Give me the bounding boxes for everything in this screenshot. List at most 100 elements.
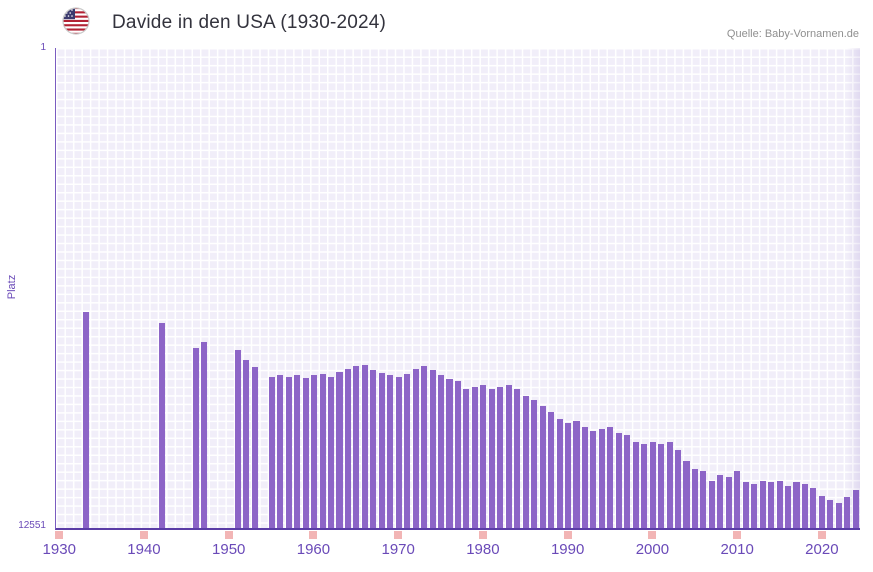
bar-1959[interactable] (302, 378, 309, 528)
decade-tick-marker-1980 (478, 531, 487, 539)
bar-2016[interactable] (785, 486, 792, 528)
bar-1942[interactable] (158, 323, 165, 528)
bar-1961[interactable] (319, 374, 326, 528)
bar-2000[interactable] (649, 442, 656, 528)
bar-2013[interactable] (759, 480, 766, 528)
bar-1985[interactable] (522, 396, 529, 528)
decade-tick-marker-1930 (55, 531, 64, 539)
x-axis-tick-markers (55, 531, 860, 539)
bars-layer (56, 48, 860, 528)
x-tick-label-1940: 1940 (127, 541, 161, 558)
x-tick-label-2010: 2010 (720, 541, 754, 558)
bar-2018[interactable] (801, 484, 809, 528)
bar-1964[interactable] (344, 369, 351, 528)
bar-2015[interactable] (776, 480, 783, 528)
bar-2019[interactable] (810, 488, 817, 528)
bar-1967[interactable] (370, 370, 377, 528)
bar-1993[interactable] (590, 430, 597, 528)
bar-1966[interactable] (361, 365, 368, 528)
us-flag-icon (62, 7, 90, 35)
bar-2008[interactable] (717, 474, 724, 528)
bar-1955[interactable] (268, 376, 275, 528)
bar-1965[interactable] (353, 365, 360, 528)
bar-1988[interactable] (548, 411, 555, 528)
x-tick-label-1990: 1990 (550, 541, 585, 558)
bar-1958[interactable] (294, 374, 301, 528)
bar-2012[interactable] (751, 484, 758, 528)
decade-tick-marker-1940 (139, 531, 148, 539)
bar-1990[interactable] (564, 423, 572, 528)
decade-tick-marker-1990 (563, 531, 572, 539)
bar-1970[interactable] (395, 376, 402, 528)
bar-1997[interactable] (624, 434, 631, 528)
bar-1969[interactable] (387, 375, 394, 528)
bar-2002[interactable] (666, 442, 673, 528)
bar-1947[interactable] (201, 342, 208, 528)
bar-2009[interactable] (725, 476, 732, 528)
bar-1982[interactable] (497, 386, 504, 528)
bar-1986[interactable] (531, 400, 538, 528)
bar-2010[interactable] (734, 470, 741, 528)
bar-2003[interactable] (674, 449, 682, 528)
bar-1963[interactable] (336, 372, 343, 528)
bar-1972[interactable] (412, 368, 419, 528)
bar-1979[interactable] (471, 386, 478, 528)
bar-2004[interactable] (683, 461, 690, 528)
bar-2017[interactable] (793, 482, 800, 528)
bar-1976[interactable] (446, 379, 453, 528)
bar-1978[interactable] (463, 388, 470, 528)
y-axis-title: Platz (6, 274, 18, 300)
bar-1983[interactable] (505, 384, 512, 528)
bar-1975[interactable] (438, 375, 445, 528)
bar-1994[interactable] (598, 428, 605, 528)
bar-1953[interactable] (251, 367, 258, 528)
bar-1946[interactable] (192, 348, 199, 528)
bar-1933[interactable] (82, 311, 89, 528)
source-credit: Quelle: Baby-Vornamen.de (726, 28, 859, 40)
bar-1995[interactable] (607, 426, 614, 528)
y-axis-min-label: 12551 (18, 520, 46, 531)
bar-1980[interactable] (480, 384, 487, 528)
bar-1998[interactable] (632, 442, 639, 528)
bar-1999[interactable] (641, 444, 648, 528)
bar-1992[interactable] (581, 426, 588, 528)
bar-1987[interactable] (539, 405, 546, 528)
bar-2021[interactable] (827, 499, 834, 528)
x-tick-label-1930: 1930 (42, 541, 76, 558)
decade-tick-marker-1970 (394, 531, 403, 539)
decade-tick-marker-1950 (224, 531, 233, 539)
bar-2001[interactable] (658, 444, 665, 528)
bar-1973[interactable] (421, 365, 428, 528)
x-axis-labels: 1930 1940 1950 1960 1970 1980 1990 2000 2010 2020 (43, 541, 860, 561)
bar-1981[interactable] (488, 388, 495, 528)
bar-1956[interactable] (277, 375, 284, 528)
bar-1971[interactable] (404, 374, 411, 528)
plot-area (55, 48, 860, 530)
bar-2005[interactable] (691, 469, 698, 528)
bar-2020[interactable] (818, 495, 825, 528)
bar-1984[interactable] (514, 388, 521, 528)
bar-1989[interactable] (556, 419, 563, 528)
x-tick-label-1980: 1980 (466, 541, 500, 558)
x-tick-label-2000: 2000 (635, 541, 670, 558)
bar-2024[interactable] (852, 489, 859, 528)
x-tick-label-1960: 1960 (296, 541, 331, 558)
bar-1957[interactable] (285, 376, 292, 528)
bar-1960[interactable] (311, 375, 318, 528)
bar-2023[interactable] (844, 497, 851, 528)
bar-1968[interactable] (378, 373, 385, 528)
decade-tick-marker-2000 (648, 531, 657, 539)
bar-2014[interactable] (768, 482, 775, 528)
bar-1996[interactable] (615, 432, 622, 528)
bar-1974[interactable] (429, 369, 436, 528)
bar-2011[interactable] (742, 482, 749, 528)
bar-1977[interactable] (454, 381, 462, 528)
bar-1951[interactable] (234, 350, 241, 528)
bar-2022[interactable] (835, 503, 842, 528)
bar-2007[interactable] (708, 480, 715, 528)
bar-1952[interactable] (243, 359, 250, 528)
bar-1962[interactable] (328, 376, 335, 528)
x-tick-label-1970: 1970 (381, 541, 415, 558)
bar-2006[interactable] (700, 470, 707, 528)
bar-1991[interactable] (573, 421, 580, 528)
